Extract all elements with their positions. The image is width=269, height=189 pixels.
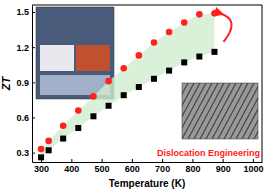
frame (32, 5, 262, 6)
inset-stripe (248, 83, 258, 139)
point (75, 125, 81, 131)
y-tick-mark (32, 153, 35, 154)
x-tick-mark (162, 159, 163, 162)
y-tick: 1.2 (16, 43, 35, 53)
x-tick: 500 (95, 159, 110, 174)
point (151, 76, 157, 82)
point (106, 103, 112, 109)
inset-stripe (206, 83, 236, 139)
point (120, 65, 127, 72)
x-tick-mark (132, 159, 133, 162)
y-tick-mark (32, 117, 35, 118)
point (46, 147, 52, 153)
y-tick-label: 1.2 (16, 43, 29, 53)
x-tick-mark (223, 159, 224, 162)
y-tick-mark (32, 82, 35, 83)
inset-stripe (230, 83, 258, 139)
y-tick: 0.9 (16, 78, 35, 88)
point (181, 19, 188, 26)
marks (38, 10, 218, 160)
point (90, 93, 97, 100)
y-tick-mark (32, 47, 35, 48)
arrow (219, 13, 231, 42)
x-tick: 900 (216, 159, 231, 174)
point (181, 59, 187, 65)
x-tick: 800 (185, 159, 200, 174)
x-tick-label: 400 (64, 164, 79, 174)
y-axis-title: ZT (0, 76, 12, 92)
x-tick-label: 900 (216, 164, 231, 174)
point (166, 68, 172, 74)
y-tick-label: 0.3 (16, 148, 29, 158)
x-axis-title: Temperature (K) (109, 178, 186, 189)
y-tick: 0.3 (16, 148, 35, 158)
x-tick-mark (71, 159, 72, 162)
inset-panel (40, 45, 74, 71)
plot: 300 400 500 600 700 800 900 1000 0.3 0.6 0.9 1.2 1.5… (16, 5, 269, 174)
y-axis: 0.3 0.6 0.9 1.2 1.5 (16, 6, 35, 163)
inset-stripe (242, 83, 258, 139)
point (211, 10, 218, 17)
inset-stripe (200, 83, 230, 139)
point (151, 39, 158, 46)
x-tick: 700 (155, 159, 170, 174)
point (136, 84, 142, 90)
y-tick-mark (32, 12, 35, 13)
annotation: Dislocation Engineering (157, 148, 260, 158)
x-tick-mark (102, 159, 103, 162)
point (60, 122, 67, 129)
x-tick-label: 500 (95, 164, 110, 174)
y-tick-label: 0.9 (16, 78, 29, 88)
point (121, 92, 127, 98)
x-tick: 300 (34, 159, 49, 174)
y-tick-label: 0.6 (16, 113, 29, 123)
y-tick: 0.6 (16, 113, 35, 123)
x-tick-label: 300 (34, 164, 49, 174)
point (136, 52, 143, 59)
point (196, 11, 203, 18)
frame (262, 5, 263, 162)
inset-stripe (224, 83, 254, 139)
x-tick: 600 (125, 159, 140, 174)
y-tick-label: 1.5 (16, 7, 29, 17)
inset-stripe (182, 83, 212, 139)
point (60, 136, 66, 142)
point (90, 113, 96, 119)
point (166, 29, 173, 36)
x-tick-label: 700 (155, 164, 170, 174)
x-axis: 300 400 500 600 700 800 900 1000 (33, 159, 264, 174)
inset-stripe (218, 83, 248, 139)
inset-stripe (188, 83, 218, 139)
point (38, 146, 45, 153)
point (211, 49, 217, 55)
x-tick: 400 (64, 159, 79, 174)
x-tick-label: 1000 (243, 164, 263, 174)
point (45, 138, 52, 145)
inset-stripe (254, 83, 258, 139)
chart: 300 400 500 600 700 800 900 1000 0.3 0.6 0.9 1.2 1.5… (0, 0, 269, 189)
point (105, 78, 112, 85)
x-tick-mark (192, 159, 193, 162)
y-axis-line (32, 6, 33, 163)
shaded-band (41, 13, 214, 157)
inset-panel (76, 45, 110, 71)
x-axis-line (33, 162, 263, 163)
inset-stripe (194, 83, 224, 139)
inset-stripe (212, 83, 242, 139)
x-tick-mark (41, 159, 42, 162)
x-tick-mark (253, 159, 254, 162)
point (75, 107, 82, 114)
inset-top-left (36, 7, 114, 99)
x-tick-label: 600 (125, 164, 140, 174)
y-tick: 1.5 (16, 7, 35, 17)
x-tick-label: 800 (185, 164, 200, 174)
x-tick: 1000 (243, 159, 263, 174)
point (196, 54, 202, 60)
